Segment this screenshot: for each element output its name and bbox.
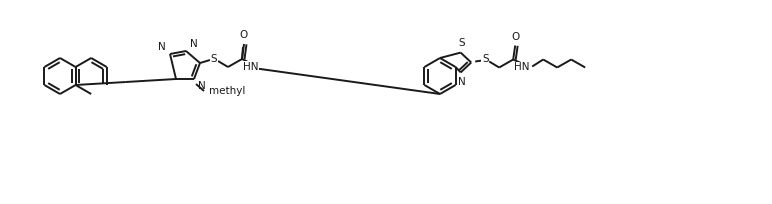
Text: S: S [211,54,217,64]
Text: S: S [482,54,489,64]
Text: methyl: methyl [209,86,245,96]
Text: N: N [158,42,166,52]
Text: O: O [240,30,248,40]
Text: HN: HN [242,62,258,72]
Text: HN: HN [513,62,529,72]
Text: N: N [198,81,206,91]
Text: S: S [459,38,465,48]
Text: N: N [458,77,466,87]
Text: O: O [511,31,520,41]
Text: N: N [190,39,198,49]
